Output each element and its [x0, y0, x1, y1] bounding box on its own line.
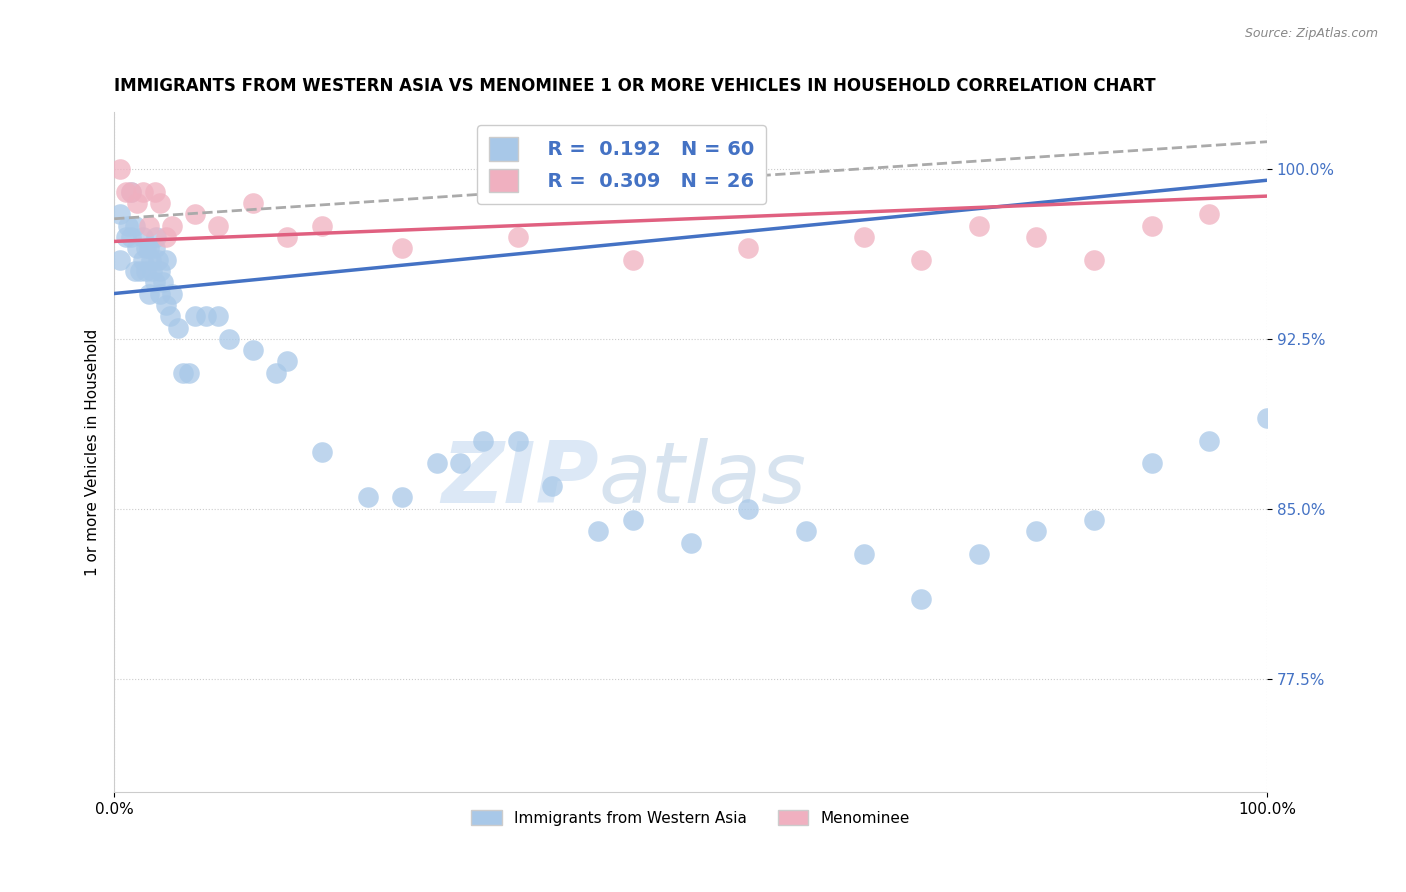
Point: [149, 264, 172, 278]
Text: ZIP: ZIP: [440, 438, 599, 521]
Point: [588, 524, 610, 539]
Point: [242, 343, 264, 358]
Y-axis label: 1 or more Vehicles in Household: 1 or more Vehicles in Household: [86, 328, 100, 575]
Point: [1083, 252, 1105, 267]
Point: [121, 185, 143, 199]
Point: [145, 230, 167, 244]
Point: [155, 230, 177, 244]
Point: [311, 445, 333, 459]
Point: [737, 241, 759, 255]
Point: [138, 286, 160, 301]
Point: [124, 219, 146, 233]
Point: [108, 161, 131, 176]
Point: [143, 241, 166, 255]
Point: [172, 366, 194, 380]
Point: [146, 252, 169, 267]
Point: [114, 185, 136, 199]
Point: [121, 185, 143, 199]
Point: [1256, 411, 1278, 425]
Point: [910, 252, 932, 267]
Point: [242, 195, 264, 210]
Point: [1025, 230, 1047, 244]
Point: [679, 535, 702, 549]
Point: [160, 219, 183, 233]
Point: [132, 230, 155, 244]
Point: [138, 219, 160, 233]
Point: [910, 592, 932, 607]
Point: [155, 252, 177, 267]
Legend: Immigrants from Western Asia, Menominee: Immigrants from Western Asia, Menominee: [465, 804, 915, 832]
Point: [541, 479, 564, 493]
Text: atlas: atlas: [599, 438, 807, 521]
Point: [621, 252, 644, 267]
Point: [135, 241, 157, 255]
Point: [357, 491, 380, 505]
Point: [264, 366, 287, 380]
Point: [114, 230, 136, 244]
Point: [184, 309, 207, 323]
Point: [108, 252, 131, 267]
Point: [852, 230, 875, 244]
Point: [737, 501, 759, 516]
Point: [127, 241, 149, 255]
Point: [139, 252, 162, 267]
Point: [128, 264, 150, 278]
Point: [621, 513, 644, 527]
Point: [152, 275, 174, 289]
Point: [311, 219, 333, 233]
Point: [207, 309, 229, 323]
Point: [506, 434, 529, 448]
Point: [135, 264, 157, 278]
Point: [472, 434, 495, 448]
Point: [138, 241, 160, 255]
Point: [506, 230, 529, 244]
Point: [426, 457, 449, 471]
Point: [794, 524, 817, 539]
Point: [449, 457, 471, 471]
Point: [391, 241, 413, 255]
Point: [276, 354, 298, 368]
Point: [852, 547, 875, 561]
Point: [108, 207, 131, 221]
Point: [184, 207, 207, 221]
Point: [391, 491, 413, 505]
Point: [967, 219, 990, 233]
Point: [127, 195, 149, 210]
Point: [132, 185, 155, 199]
Point: [160, 286, 183, 301]
Point: [159, 309, 181, 323]
Point: [1083, 513, 1105, 527]
Point: [117, 219, 139, 233]
Point: [132, 252, 155, 267]
Point: [155, 298, 177, 312]
Point: [124, 264, 146, 278]
Point: [218, 332, 240, 346]
Point: [143, 275, 166, 289]
Text: Source: ZipAtlas.com: Source: ZipAtlas.com: [1244, 27, 1378, 40]
Point: [166, 320, 188, 334]
Point: [1198, 434, 1220, 448]
Point: [179, 366, 201, 380]
Point: [1198, 207, 1220, 221]
Text: IMMIGRANTS FROM WESTERN ASIA VS MENOMINEE 1 OR MORE VEHICLES IN HOUSEHOLD CORREL: IMMIGRANTS FROM WESTERN ASIA VS MENOMINE…: [114, 78, 1156, 95]
Point: [1140, 219, 1163, 233]
Point: [121, 230, 143, 244]
Point: [207, 219, 229, 233]
Point: [195, 309, 218, 323]
Point: [1025, 524, 1047, 539]
Point: [149, 195, 172, 210]
Point: [1140, 457, 1163, 471]
Point: [967, 547, 990, 561]
Point: [143, 185, 166, 199]
Point: [141, 264, 163, 278]
Point: [149, 286, 172, 301]
Point: [276, 230, 298, 244]
